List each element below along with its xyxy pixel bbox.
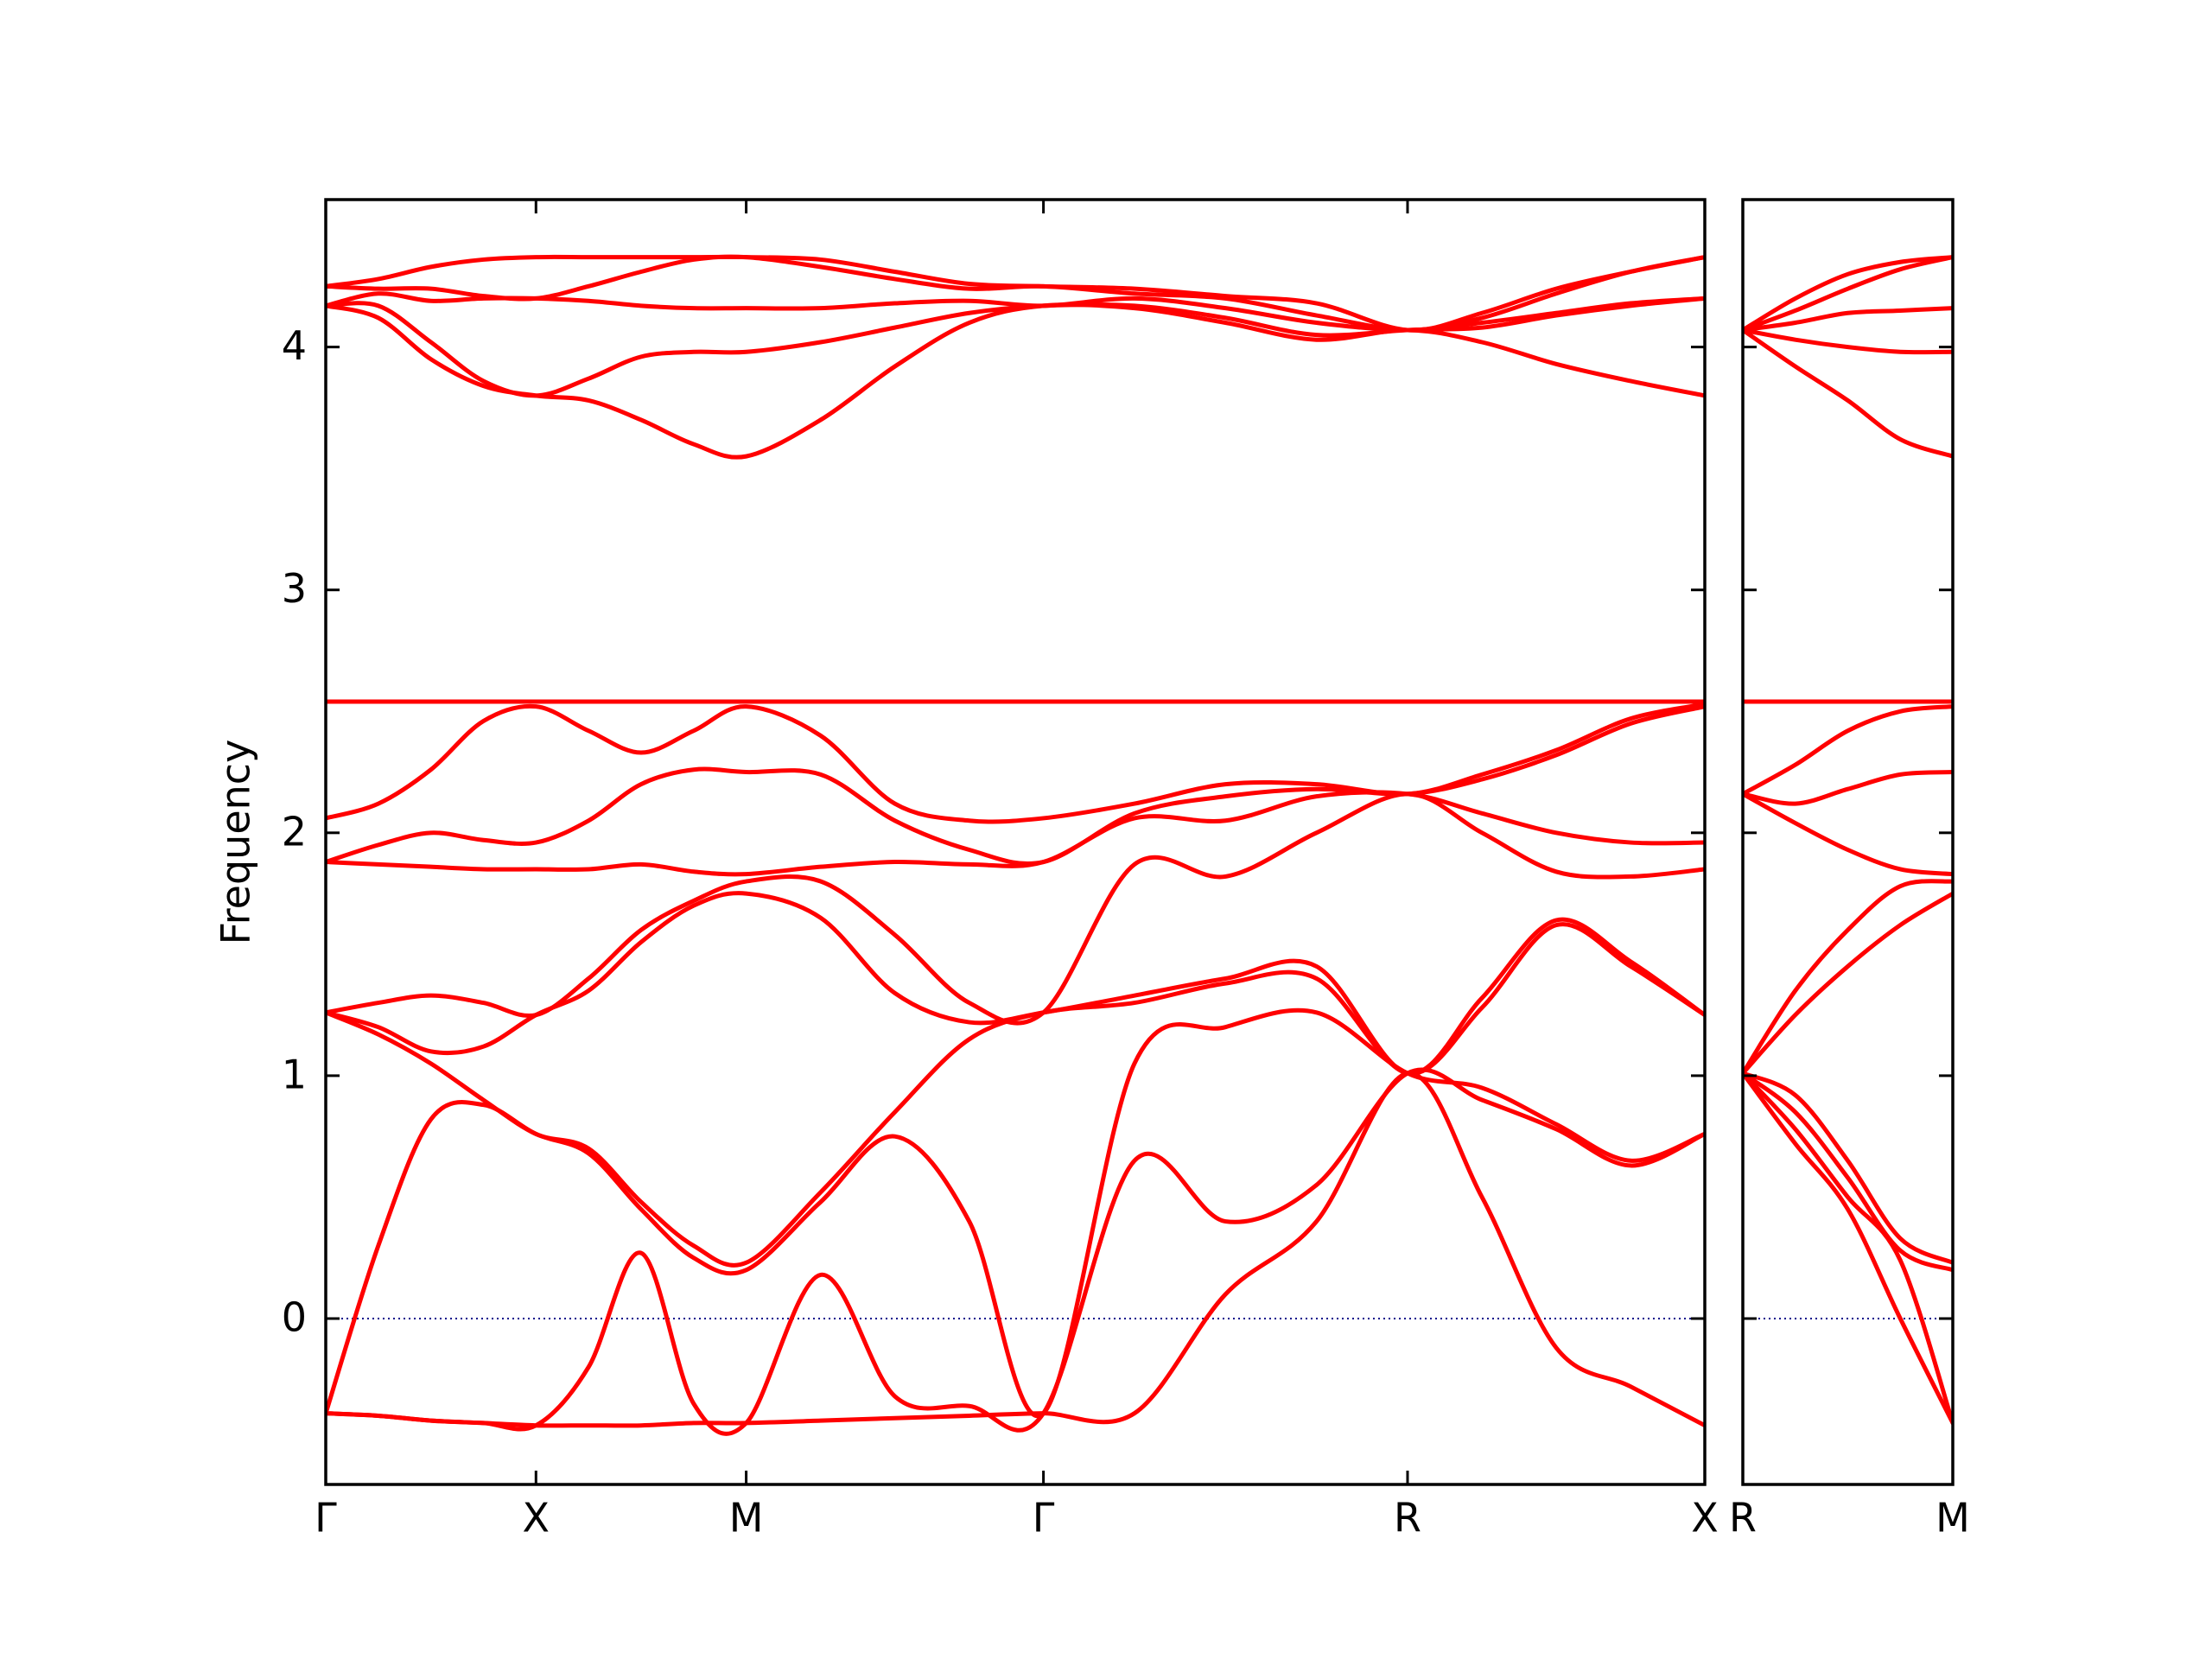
band-line bbox=[1743, 327, 1953, 355]
band-line bbox=[1743, 1071, 1953, 1273]
x-tick-label: R bbox=[1729, 1495, 1757, 1541]
band-line bbox=[326, 704, 1705, 867]
y-tick-label: 4 bbox=[282, 322, 307, 369]
band-line bbox=[326, 1067, 1705, 1436]
band-line bbox=[1743, 306, 1953, 333]
band-line bbox=[1743, 255, 1953, 333]
x-tick-label: M bbox=[1936, 1495, 1970, 1541]
band-line bbox=[1743, 255, 1953, 333]
x-tick-label: M bbox=[729, 1495, 764, 1541]
band-line bbox=[326, 254, 1705, 333]
x-tick-label: Γ bbox=[315, 1495, 337, 1541]
x-tick-label: R bbox=[1394, 1495, 1421, 1541]
x-tick-label: X bbox=[1691, 1495, 1719, 1541]
band-line bbox=[326, 702, 1705, 824]
band-line bbox=[1743, 1071, 1953, 1426]
band-line bbox=[1743, 704, 1953, 797]
band-line bbox=[1743, 327, 1953, 459]
band-line bbox=[326, 922, 1705, 1268]
band-line bbox=[326, 790, 1705, 877]
band-line bbox=[1743, 891, 1953, 1076]
y-tick-label: 2 bbox=[282, 808, 307, 855]
band-line bbox=[1743, 791, 1953, 877]
y-tick-label: 0 bbox=[282, 1294, 307, 1341]
band-line bbox=[1743, 1071, 1953, 1265]
x-tick-label: X bbox=[523, 1495, 550, 1541]
y-tick-label: 3 bbox=[282, 565, 307, 612]
plot-area bbox=[326, 254, 1705, 1436]
y-axis-label: Frequency bbox=[213, 740, 259, 945]
band-line bbox=[1743, 879, 1953, 1076]
band-line bbox=[326, 296, 1705, 398]
band-line bbox=[1743, 1071, 1953, 1426]
plot-area bbox=[1743, 255, 1953, 1426]
x-tick-label: Γ bbox=[1033, 1495, 1055, 1541]
y-tick-label: 1 bbox=[282, 1051, 307, 1097]
band-line bbox=[1743, 770, 1953, 806]
band-line bbox=[326, 254, 1705, 333]
plot-frame bbox=[324, 198, 1707, 1486]
band-line bbox=[326, 791, 1705, 1026]
plot-frame bbox=[1741, 198, 1955, 1486]
